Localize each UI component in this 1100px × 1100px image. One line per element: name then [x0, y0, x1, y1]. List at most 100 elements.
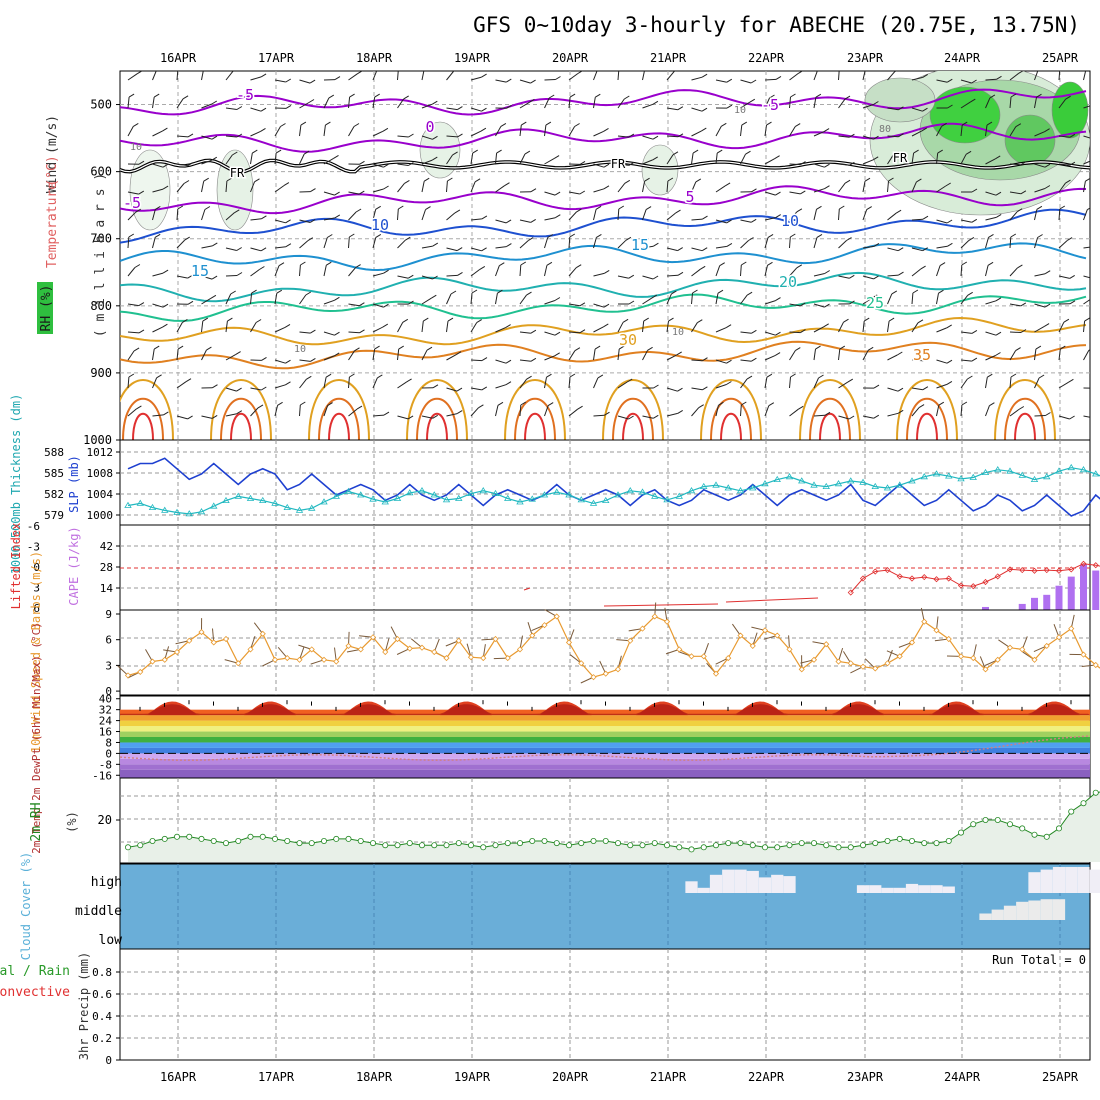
thickness-marker: [920, 473, 928, 480]
wind-barb-flag: [1037, 234, 1043, 238]
wind-barb: [764, 78, 777, 81]
wind-barb: [152, 97, 155, 109]
wind-barb-flag: [162, 303, 169, 308]
wind-barb-flag: [1063, 318, 1070, 323]
wind-barb: [617, 163, 629, 166]
rh-marker: [688, 846, 695, 853]
wind-barb-flag: [597, 374, 604, 379]
wind-barb-10m: [1033, 645, 1047, 653]
wind-barb: [421, 321, 424, 333]
wind-barb: [617, 349, 620, 361]
wind-barb-flag: [849, 274, 855, 279]
tick-label: 0: [105, 685, 112, 698]
thickness-marker: [320, 498, 328, 505]
wind-barb-flag: [766, 373, 773, 378]
isotherm-label: 10: [781, 212, 799, 230]
date-label-bottom: 21APR: [650, 1070, 687, 1084]
wind-barb-flag: [211, 275, 218, 280]
wind-barb-flag: [402, 318, 409, 323]
rh-marker: [1031, 831, 1038, 838]
wind-barb: [348, 211, 357, 221]
thickness-marker: [283, 503, 291, 510]
wind-barb-flag: [677, 133, 684, 138]
wind-barb-flag: [236, 410, 243, 415]
rh-marker: [896, 835, 903, 842]
wind-barb: [568, 191, 580, 195]
wind-barb: [152, 71, 157, 81]
wind-barb: [764, 237, 769, 249]
wind-barb: [127, 376, 130, 389]
wind-barb: [911, 322, 919, 333]
wind-barb: [887, 274, 899, 277]
rh-marker: [786, 842, 793, 849]
wind-barb: [176, 71, 179, 81]
wind-barb: [470, 292, 473, 305]
wind-barb-flag: [1015, 123, 1022, 128]
wind-barb-flag: [946, 324, 952, 329]
wind-barb-flag: [450, 290, 457, 295]
wind-speed-marker: [222, 635, 230, 643]
precip-ylabel-convective: Convective: [0, 985, 70, 1000]
wind-barb: [568, 236, 571, 249]
wind-speed-marker: [639, 625, 646, 632]
wind-barb-flag: [939, 262, 946, 267]
wind-barb: [372, 377, 378, 389]
lifted-index-marker: [1055, 567, 1063, 574]
wind-speed-marker: [1080, 651, 1087, 658]
wind-barb-flag: [478, 404, 484, 409]
wind-barb: [152, 188, 164, 193]
thickness-marker: [479, 487, 487, 494]
wind-barb-flag: [1020, 190, 1027, 195]
wind-barb: [740, 240, 749, 249]
lifted-index-marker: [994, 573, 1001, 580]
wind-barb: [666, 71, 675, 81]
wind-barb-flag: [530, 329, 537, 334]
wind-barb-flag: [595, 205, 602, 210]
wind-barb: [936, 153, 939, 165]
thickness-tick-label: 582: [44, 488, 64, 501]
wind-barb: [201, 135, 213, 140]
rh-marker: [676, 844, 683, 851]
wind-barb-flag: [375, 205, 381, 210]
cape-bar: [1055, 585, 1063, 610]
wind-barb-flag: [995, 331, 1002, 336]
wind-barb: [1034, 303, 1046, 308]
wind-barb: [372, 303, 384, 308]
rh-marker: [737, 840, 744, 847]
thickness-marker: [442, 496, 451, 503]
thickness-marker: [1067, 463, 1075, 471]
wind-barb-flag: [355, 264, 361, 269]
isotherm-40-loop: [819, 412, 841, 440]
wind-barb-flag: [506, 78, 512, 83]
wind-barb-flag: [135, 208, 141, 213]
wind-barb-flag: [382, 323, 389, 328]
wind-barb: [593, 188, 605, 193]
wind-barb: [740, 79, 752, 84]
wind-barb: [299, 264, 301, 277]
wind-barb: [470, 218, 482, 221]
wind-barb-flag: [988, 233, 994, 238]
wind-barb: [1083, 321, 1086, 333]
wind-barb: [862, 181, 866, 193]
cloud-middle-block: [1052, 899, 1066, 920]
wind-barb-flag: [554, 297, 561, 301]
wind-barb: [495, 265, 500, 277]
wind-barb-flag: [506, 104, 512, 109]
rh-contour-fill: [864, 77, 936, 123]
wind-barb: [642, 71, 645, 81]
wind-barb: [397, 71, 399, 81]
rh-marker: [639, 842, 646, 849]
wind-barb: [446, 354, 457, 361]
wind-barb-flag: [652, 275, 659, 280]
wind-speed-marker: [957, 653, 965, 660]
wind-barb-flag: [863, 317, 870, 322]
wind-barb: [1009, 211, 1018, 221]
wind-barb: [1009, 303, 1021, 307]
wind-barb-flag: [310, 329, 316, 334]
wind-barb: [985, 125, 988, 137]
wind-barb-flag: [261, 215, 267, 220]
wind-barb: [519, 240, 529, 249]
wind-barb: [397, 415, 409, 420]
wind-barb-flag: [1069, 133, 1076, 138]
cloud-high-block: [709, 874, 723, 893]
